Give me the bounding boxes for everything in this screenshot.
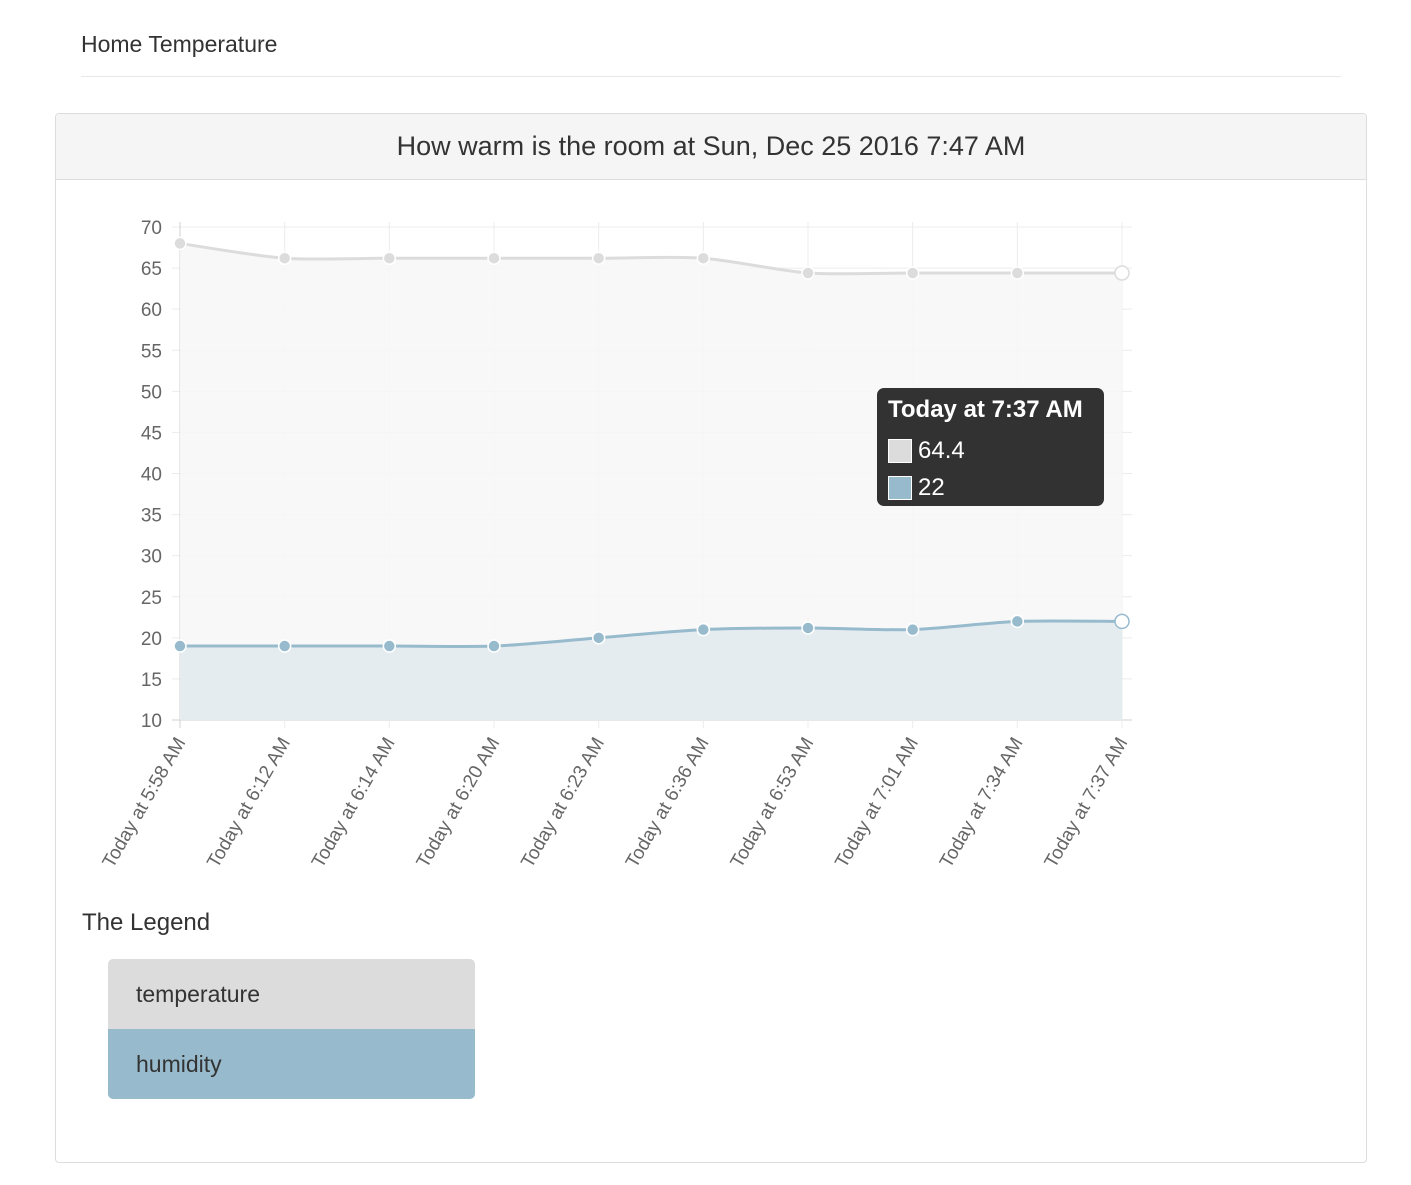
x-tick-label: Today at 6:53 AM (727, 734, 819, 872)
chart-area-fills (180, 243, 1122, 720)
data-point-temperature (1010, 266, 1025, 280)
tooltip-value-humidity: 22 (918, 473, 945, 501)
legend-item-humidity[interactable]: humidity (108, 1029, 475, 1099)
y-tick-label: 35 (141, 506, 162, 527)
data-point-temperature (905, 266, 920, 280)
tooltip-value-temperature: 64.4 (918, 436, 965, 464)
x-tick-label: Today at 7:34 AM (936, 734, 1028, 872)
x-tick-label: Today at 6:12 AM (203, 734, 295, 872)
data-point-humidity (591, 631, 606, 645)
tooltip-swatch-humidity (888, 475, 912, 500)
legend-item-temperature[interactable]: temperature (108, 959, 475, 1029)
data-point-humidity (487, 639, 501, 653)
y-tick-label: 20 (141, 629, 162, 650)
chart-series-lines (179, 241, 1123, 649)
x-axis-tick-labels: Today at 5:58 AM Today at 6:12 AM Today at… (99, 734, 1133, 872)
area-fill-humidity (180, 620, 1122, 720)
site-title: Home Temperature (81, 31, 278, 57)
tooltip-row-temperature: 64.4 (888, 432, 1104, 469)
line-chart[interactable]: 10 15 20 25 30 35 40 45 50 55 60 65 70 Today at 5:58… (0, 0, 1411, 900)
data-point-humidity (173, 639, 187, 653)
data-point-temperature (277, 251, 292, 265)
tooltip-row-humidity: 22 (888, 469, 1104, 506)
data-point-temperature (487, 251, 501, 265)
data-point-humidity (905, 622, 920, 637)
data-point-humidity (801, 621, 815, 635)
x-tick-label: Today at 6:20 AM (413, 734, 505, 872)
data-point-humidity (382, 639, 397, 653)
y-tick-label: 10 (141, 711, 162, 732)
panel-title: How warm is the room at Sun, Dec 25 2016… (396, 131, 1026, 161)
y-tick-label: 50 (141, 382, 162, 403)
y-tick-label: 25 (141, 588, 162, 609)
data-point-humidity (1114, 613, 1130, 630)
x-tick-label: Today at 6:36 AM (622, 734, 714, 872)
data-point-temperature (696, 251, 711, 265)
data-point-temperature (1114, 265, 1130, 281)
data-point-humidity (696, 622, 711, 637)
data-point-temperature (173, 236, 187, 251)
y-tick-label: 65 (141, 259, 162, 280)
panel-heading: How warm is the room at Sun, Dec 25 2016… (56, 114, 1366, 180)
tooltip-swatch-temperature (888, 438, 912, 463)
data-point-humidity (277, 639, 292, 653)
series-line-temperature (179, 241, 1122, 276)
y-tick-label: 15 (141, 670, 162, 691)
area-fill-temperature (180, 243, 1122, 720)
y-tick-label: 70 (141, 218, 162, 239)
legend-title: The Legend (82, 909, 211, 936)
data-point-temperature (382, 251, 397, 265)
x-tick-label: Today at 7:01 AM (831, 734, 923, 872)
x-tick-label: Today at 5:58 AM (99, 734, 191, 872)
tooltip-title: Today at 7:37 AM (888, 396, 1083, 423)
y-tick-label: 55 (141, 341, 162, 362)
y-tick-label: 40 (141, 465, 162, 486)
y-axis-tick-labels: 10 15 20 25 30 35 40 45 50 55 60 65 70 (141, 218, 162, 732)
x-tick-label: Today at 7:37 AM (1041, 734, 1133, 872)
chart-points (173, 236, 1130, 653)
site-header: Home Temperature (81, 0, 1341, 77)
series-line-humidity (180, 619, 1123, 649)
y-tick-label: 60 (141, 300, 162, 321)
data-point-temperature (801, 266, 815, 280)
legend-list: temperature humidity (108, 959, 475, 1099)
data-point-temperature (591, 251, 606, 265)
x-tick-label: Today at 6:23 AM (517, 734, 609, 872)
data-point-humidity (1010, 614, 1025, 629)
x-tick-label: Today at 6:14 AM (308, 734, 400, 872)
y-tick-label: 30 (141, 547, 162, 568)
chart-tooltip: Today at 7:37 AM 64.4 22 (877, 388, 1104, 506)
y-tick-label: 45 (141, 423, 162, 444)
